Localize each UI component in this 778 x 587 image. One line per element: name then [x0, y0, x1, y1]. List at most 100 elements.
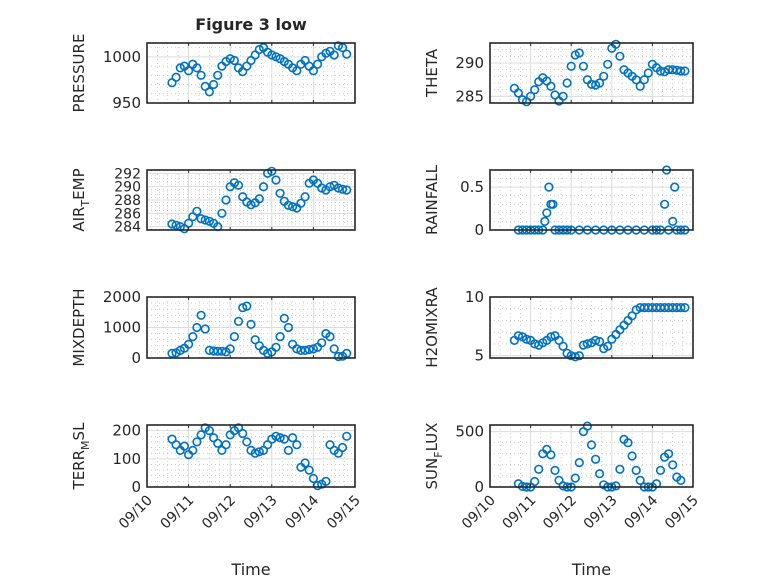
data-point: [530, 85, 540, 95]
y-tick-label: 292: [114, 166, 141, 182]
x-tick-label: 09/13: [241, 493, 281, 533]
y-tick-label: 10: [465, 288, 484, 306]
data-point: [631, 465, 641, 476]
x-tick-label: 09/11: [158, 493, 198, 533]
data-point: [562, 78, 572, 88]
data-point: [296, 198, 306, 208]
y-tick-label: 0: [474, 478, 484, 496]
data-point: [534, 464, 544, 474]
data-point: [513, 88, 524, 98]
data-point: [271, 175, 281, 185]
data-point: [292, 344, 302, 354]
y-axis-label: RAINFALL: [423, 164, 441, 235]
data-point: [342, 185, 352, 195]
y-tick-label: 290: [455, 54, 484, 72]
data-point: [594, 337, 605, 347]
y-tick-label: 950: [112, 94, 141, 112]
x-axis-label: Time: [571, 560, 611, 579]
data-point: [582, 339, 593, 349]
data-point: [279, 313, 289, 324]
data-point: [550, 465, 560, 476]
data-point: [668, 460, 678, 470]
data-point: [513, 331, 524, 341]
data-point: [200, 324, 210, 334]
data-point: [599, 71, 609, 81]
data-point: [546, 81, 556, 91]
data-point: [184, 66, 194, 76]
x-axis-label: Time: [230, 560, 270, 579]
data-point: [300, 458, 310, 468]
data-point: [209, 79, 219, 90]
data-point: [250, 448, 260, 458]
data-point: [603, 59, 613, 69]
data-point: [300, 345, 310, 356]
y-tick-label: 285: [455, 87, 484, 105]
y-tick-label: 0: [131, 478, 141, 496]
subplot-sun_flux: 0 500 09/10 09/11 09/12 09/13 09/14 09/15 Time SU…: [423, 421, 702, 579]
data-point: [275, 433, 285, 443]
data-point: [680, 66, 690, 76]
data-point: [192, 63, 202, 73]
data-point: [254, 194, 264, 204]
data-point: [279, 434, 289, 444]
data-point: [267, 50, 277, 60]
axes-frame: [146, 296, 356, 359]
y-tick-label: 200: [112, 422, 141, 440]
data-point: [546, 450, 556, 460]
data-point: [304, 344, 314, 355]
data-point: [275, 332, 285, 342]
subplot-terr_msl: 0 100 200 09/10 09/11 09/12 09/13 09/14 09/15 Tim…: [70, 422, 364, 579]
x-tick-label: 09/14: [621, 492, 661, 532]
data-point: [196, 214, 206, 224]
x-tick-label: 09/14: [282, 492, 322, 532]
data-point: [668, 216, 678, 226]
data-point: [554, 335, 564, 346]
axes-frame: [489, 296, 694, 359]
data-point: [603, 341, 613, 351]
data-point: [643, 68, 653, 78]
axes-frame: [489, 169, 694, 231]
data-point: [308, 66, 319, 76]
y-axis-label: AIRTEMP: [70, 168, 92, 231]
data-point: [258, 182, 269, 192]
axes-frame: [489, 42, 694, 104]
data-point: [238, 428, 248, 439]
data-point: [213, 438, 223, 448]
data-point: [221, 440, 231, 450]
y-axis-label: THETA: [423, 48, 441, 98]
data-point: [333, 351, 344, 362]
data-point: [578, 340, 589, 350]
data-point: [192, 437, 202, 447]
axes-frame: [146, 424, 356, 488]
data-point: [530, 476, 540, 487]
data-point: [171, 72, 181, 82]
data-point: [204, 426, 214, 436]
data-point: [225, 54, 235, 64]
data-point: [670, 182, 680, 192]
data-point: [233, 316, 244, 327]
data-point: [196, 70, 206, 80]
data-point: [574, 351, 584, 361]
data-point: [546, 332, 556, 342]
data-point: [627, 451, 637, 461]
data-point: [659, 199, 670, 209]
x-tick-label: 09/13: [581, 493, 621, 533]
data-point: [566, 61, 576, 71]
data-point: [663, 449, 674, 459]
data-point: [308, 473, 319, 484]
y-axis-label: MIXDEPTH: [70, 288, 88, 366]
y-tick-label: 100: [112, 450, 141, 468]
data-point: [221, 195, 231, 205]
axes-frame: [489, 424, 694, 488]
y-tick-label: 284: [114, 220, 141, 236]
data-point: [225, 344, 235, 354]
data-point: [570, 473, 580, 483]
x-tick-label: 09/10: [459, 493, 499, 533]
data-point: [317, 338, 327, 348]
data-point: [233, 180, 244, 190]
data-point: [200, 215, 210, 225]
data-point: [655, 465, 666, 476]
data-point: [574, 48, 584, 58]
